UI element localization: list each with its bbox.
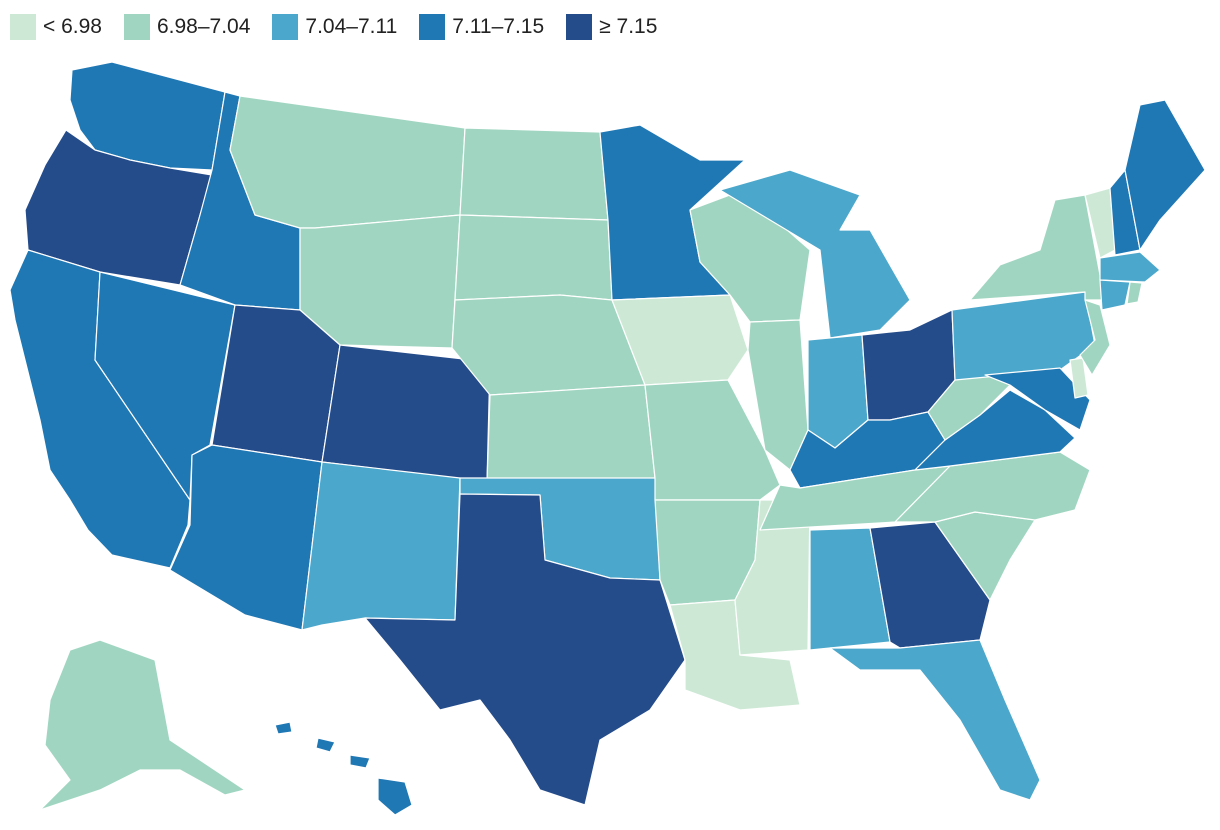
legend-label: 7.11–7.15	[452, 15, 545, 38]
legend-label: < 6.98	[43, 15, 102, 38]
state-MI[interactable]	[719, 169, 911, 339]
state-ME[interactable]	[1124, 99, 1206, 251]
state-ND[interactable]	[459, 127, 609, 221]
state-AZ[interactable]	[169, 444, 323, 631]
state-UT[interactable]	[211, 304, 341, 463]
state-SD[interactable]	[454, 214, 613, 301]
legend: < 6.98 6.98–7.04 7.04–7.11 7.11–7.15 ≥ 7…	[10, 14, 679, 40]
legend-swatch	[272, 14, 299, 40]
legend-swatch	[10, 14, 36, 40]
legend-label: 6.98–7.04	[156, 15, 251, 38]
state-WY[interactable]	[299, 214, 461, 349]
legend-item-2: 6.98–7.04	[123, 14, 251, 40]
state-HI[interactable]	[274, 721, 413, 816]
state-CO[interactable]	[321, 344, 491, 483]
state-NY[interactable]	[969, 194, 1121, 301]
state-MA[interactable]	[1099, 251, 1161, 283]
state-IA[interactable]	[611, 294, 749, 386]
state-MT[interactable]	[229, 95, 466, 229]
state-FL[interactable]	[829, 639, 1041, 801]
state-TX[interactable]	[364, 493, 686, 806]
legend-swatch	[419, 14, 446, 40]
state-AK[interactable]	[39, 639, 246, 811]
state-KS[interactable]	[486, 384, 656, 483]
legend-item-1: < 6.98	[10, 14, 102, 40]
legend-item-3: 7.04–7.11	[272, 14, 397, 40]
legend-item-4: 7.11–7.15	[419, 14, 544, 40]
state-MD[interactable]	[984, 367, 1091, 431]
state-DE[interactable]	[1069, 357, 1089, 399]
state-MO[interactable]	[644, 379, 781, 501]
legend-label: ≥ 7.15	[599, 15, 658, 38]
legend-swatch	[566, 14, 593, 40]
state-RI[interactable]	[1126, 281, 1143, 305]
state-NJ[interactable]	[1079, 299, 1111, 376]
legend-item-5: ≥ 7.15	[566, 14, 657, 40]
state-PA[interactable]	[951, 291, 1096, 381]
legend-label: 7.04–7.11	[305, 15, 398, 38]
legend-swatch	[123, 14, 150, 40]
state-AL[interactable]	[809, 527, 891, 651]
state-NM[interactable]	[301, 461, 461, 631]
state-CT[interactable]	[1099, 279, 1131, 311]
